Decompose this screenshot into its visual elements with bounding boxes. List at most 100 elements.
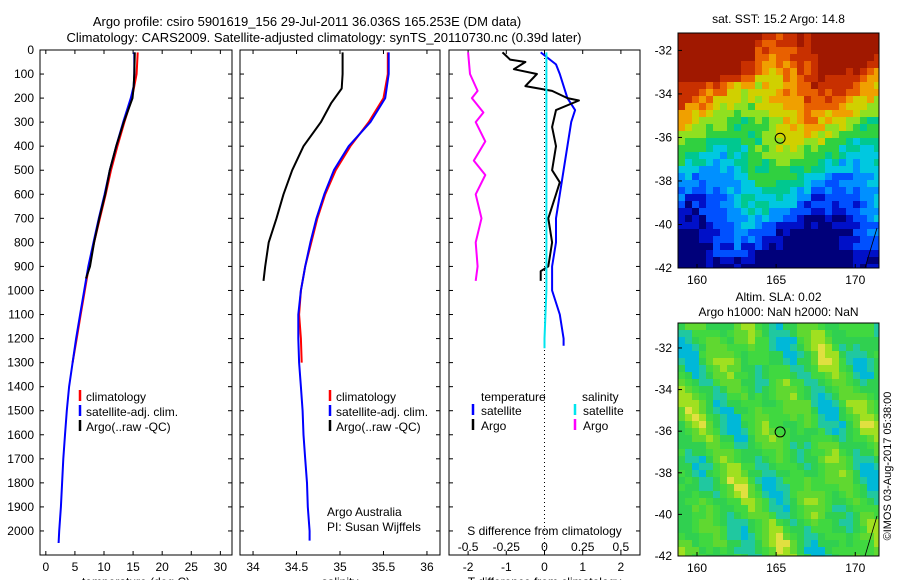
map-cell [804, 330, 812, 338]
map-cell [699, 386, 707, 394]
map-cell [867, 393, 875, 401]
map-cell [811, 89, 819, 97]
map-cell [713, 131, 721, 139]
map-cell [853, 554, 861, 557]
map-cell [867, 33, 875, 41]
map-cell [734, 40, 742, 48]
map-cell [797, 484, 805, 492]
map-cell [741, 229, 749, 237]
map-cell [804, 372, 812, 380]
map-cell [797, 96, 805, 104]
map-cell [734, 512, 742, 520]
map-cell [867, 138, 875, 146]
map-cell [783, 89, 791, 97]
map-cell [839, 372, 847, 380]
map-cell [804, 379, 812, 387]
map-cell [720, 491, 728, 499]
map-cell [846, 477, 854, 485]
map-cell [846, 400, 854, 408]
y-tick-label: 1200 [7, 332, 34, 346]
map-cell [832, 533, 840, 541]
map-cell [874, 554, 880, 557]
map-cell [692, 428, 700, 436]
map-title: Altim. SLA: 0.02 [735, 290, 821, 304]
map-cell [853, 477, 861, 485]
map-cell [748, 498, 756, 506]
map-cell [685, 372, 693, 380]
map-cell [685, 435, 693, 443]
map-cell [867, 449, 875, 457]
map-cell [839, 131, 847, 139]
map-cell [741, 208, 749, 216]
map-cell [839, 323, 847, 331]
map-cell [692, 124, 700, 132]
map-cell [825, 194, 833, 202]
map-cell [769, 498, 777, 506]
map-cell [748, 117, 756, 125]
map-cell [874, 215, 880, 223]
map-cell [818, 187, 826, 195]
map-cell [776, 407, 784, 415]
map-cell [692, 131, 700, 139]
series-line-satellite-temperature [540, 51, 577, 346]
map-cell [776, 554, 784, 557]
map-cell [811, 421, 819, 429]
map-cell [755, 554, 763, 557]
map-cell [804, 351, 812, 359]
map-cell [853, 463, 861, 471]
x-tick-label: -2 [463, 560, 474, 574]
y-tick-label: 400 [14, 139, 34, 153]
map-cell [790, 386, 798, 394]
map-cell [685, 33, 693, 41]
map-cell [685, 96, 693, 104]
map-cell [769, 428, 777, 436]
map-cell [755, 491, 763, 499]
map-cell [706, 124, 714, 132]
map-cell [839, 201, 847, 209]
map-cell [811, 365, 819, 373]
map-cell [727, 505, 735, 513]
map-cell [839, 103, 847, 111]
map-cell [727, 82, 735, 90]
map-cell [692, 491, 700, 499]
map-cell [699, 400, 707, 408]
map-cell [846, 229, 854, 237]
map-cell [685, 351, 693, 359]
map-cell [741, 75, 749, 83]
map-cell [804, 540, 812, 548]
map-cell [867, 201, 875, 209]
map-cell [783, 194, 791, 202]
map-cell [713, 477, 721, 485]
map-cell [811, 187, 819, 195]
map-cell [839, 222, 847, 230]
map-cell [678, 208, 686, 216]
map-cell [776, 264, 784, 269]
map-cell [853, 243, 861, 251]
map-cell [860, 54, 868, 62]
map-cell [811, 323, 819, 331]
map-cell [797, 505, 805, 513]
map-cell [797, 533, 805, 541]
map-cell [734, 554, 742, 557]
map-cell [783, 187, 791, 195]
map-cell [860, 526, 868, 534]
map-cell [734, 173, 742, 181]
legend-label: Argo [481, 419, 507, 433]
map-cell [811, 484, 819, 492]
map-cell [860, 124, 868, 132]
map-cell [797, 54, 805, 62]
map-cell [755, 194, 763, 202]
map-cell [839, 421, 847, 429]
map-cell [804, 400, 812, 408]
map-cell [678, 236, 686, 244]
map-cell [853, 264, 861, 269]
map-cell [678, 75, 686, 83]
map-cell [825, 159, 833, 167]
map-cell [678, 442, 686, 450]
map-cell [706, 82, 714, 90]
map-cell [678, 243, 686, 251]
map-cell [790, 138, 798, 146]
map-cell [692, 47, 700, 55]
map-cell [839, 379, 847, 387]
map-cell [748, 400, 756, 408]
